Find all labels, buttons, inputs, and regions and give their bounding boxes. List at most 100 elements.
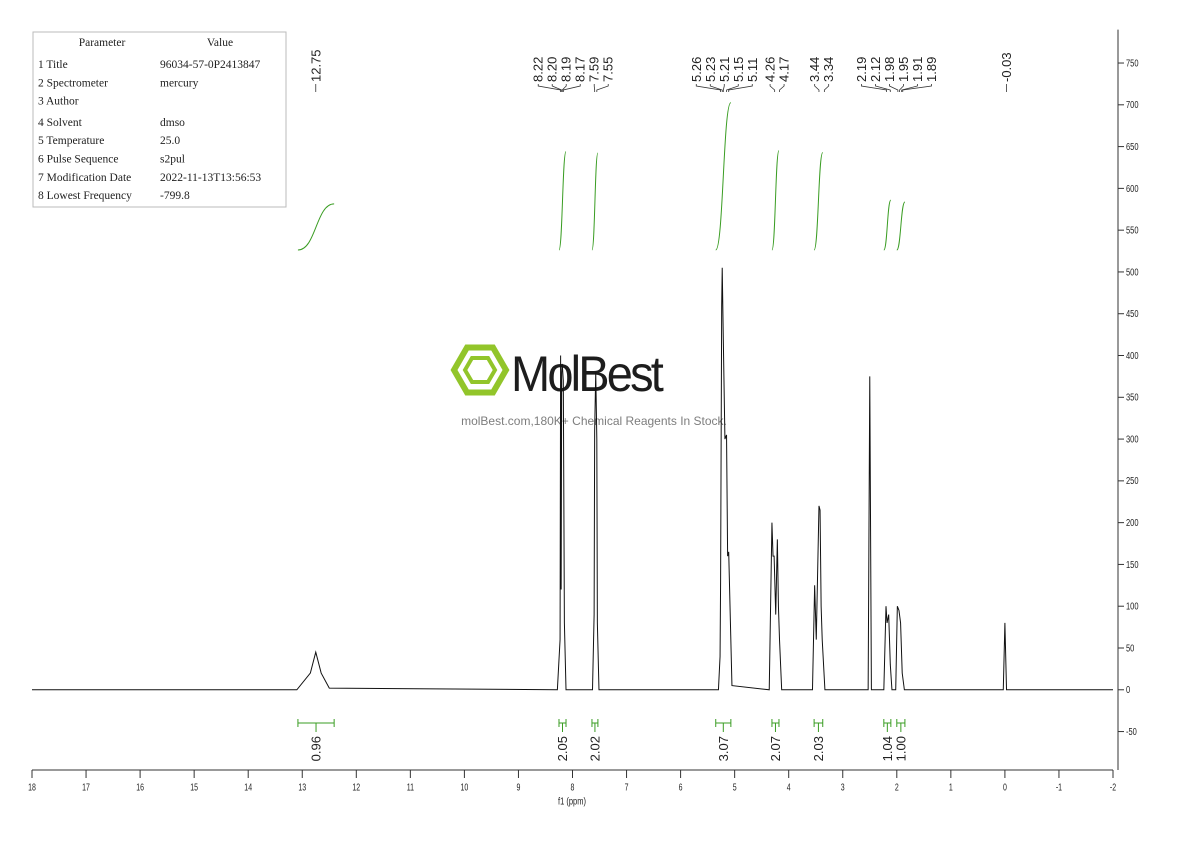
integral-curve [591,152,599,251]
x-tick-label: 14 [244,781,252,793]
peak-label: 3.44 [807,57,822,82]
logo-hexagon [450,344,510,396]
integral-label: 2.02 [587,736,602,761]
integral-label: 0.96 [309,736,324,761]
x-tick-label: 7 [625,781,629,793]
y-tick-label: 450 [1126,308,1139,319]
x-tick-label: 9 [517,781,521,793]
peak-label: 1.95 [896,57,911,82]
table-cell: 1 Title [38,59,68,71]
x-tick-label: 3 [841,781,845,793]
integral-bracket [297,719,335,732]
peak-leader [779,84,785,92]
peak-leader [722,84,725,92]
y-tick-label: 0 [1126,684,1130,695]
integral-curve [896,201,906,251]
table-cell: 2 Spectrometer [38,77,108,89]
peak-leader [728,84,753,92]
integral-curve [715,102,732,251]
peak-label: 7.55 [601,57,616,82]
y-tick-label: 100 [1126,601,1139,612]
x-tick-label: 13 [298,781,306,793]
peak-label: 4.26 [763,57,778,82]
table-cell: 5 Temperature [38,135,104,147]
peak-label: 4.17 [777,57,792,82]
peak-leader [861,84,887,92]
table-cell: s2pul [160,154,185,166]
integral-bracket [715,719,732,732]
x-tick-label: -1 [1056,781,1062,793]
x-tick-label: 5 [733,781,737,793]
peak-leader [902,84,932,92]
parameter-table: Parameter Value 1 Title 96034-57-0P2413847 2… [32,31,287,208]
y-tick-label: 350 [1126,392,1139,403]
table-cell: -799.8 [160,190,190,202]
table-cell: mercury [160,77,199,89]
x-tick-label: -2 [1110,781,1116,793]
watermark-brand: MolBest [511,346,664,402]
watermark-tagline: molBest.com,180K+ Chemical Reagents In S… [461,414,727,428]
peak-label: 5.21 [717,57,732,82]
logo-ring [462,356,498,384]
peak-label: 12.75 [308,49,323,82]
table-header: Parameter [79,37,126,49]
peak-leader [875,84,891,92]
watermark: MolBest molBest.com,180K+ Chemical Reage… [450,344,727,428]
table-cell: dmso [160,117,185,129]
table-cell: 96034-57-0P2413847 [160,59,261,71]
table-border [32,31,287,208]
integral-label: 2.07 [768,736,783,761]
peak-leader [709,84,723,92]
peak-label: 5.23 [703,57,718,82]
y-tick-label: 650 [1126,141,1139,152]
table-cell: 4 Solvent [38,117,83,129]
peak-label: 2.19 [854,57,869,82]
x-tick-label: 1 [949,781,953,793]
table-cell: 25.0 [160,135,180,147]
integral-curve [297,203,335,251]
table-cell: 6 Pulse Sequence [38,154,118,166]
integral-bracket [896,719,906,732]
spectrum-line [32,267,1113,691]
peak-leader [561,84,567,92]
x-tick-label: 12 [352,781,360,793]
integral-curve [771,150,780,251]
y-tick-label: 550 [1126,225,1139,236]
peak-label: 5.26 [689,57,704,82]
integral-bracket [771,719,780,732]
peak-label: 5.11 [745,58,760,82]
x-tick-label: 8 [571,781,575,793]
peak-leader [537,84,562,92]
y-tick-label: 750 [1126,57,1139,68]
x-axis-label: f1 (ppm) [558,795,586,806]
y-tick-label: 150 [1126,559,1139,570]
table-cell: 2022-11-13T13:56:53 [160,172,261,184]
y-tick-label: 500 [1126,266,1139,277]
x-tick-label: 4 [787,781,791,793]
peak-leader [596,84,609,92]
table-cell: 3 Author [38,96,79,108]
integral-label: 2.05 [555,736,570,761]
peak-label: -0.03 [999,52,1014,82]
integral-label: 3.07 [716,736,731,761]
peak-leader [814,84,820,92]
y-tick-label: 700 [1126,99,1139,110]
integral-label: 1.00 [893,736,908,761]
peak-label: 2.12 [868,57,883,82]
peak-label: 8.19 [559,57,574,82]
peak-leader [695,84,721,92]
y-tick-label: -50 [1126,726,1137,737]
integral-label: 1.04 [880,736,895,761]
x-tick-label: 18 [28,781,36,793]
x-tick-label: 10 [461,781,469,793]
peak-leader [823,84,830,92]
table-cell: 8 Lowest Frequency [38,190,132,202]
y-tick-label: 300 [1126,433,1139,444]
table-cell: 7 Modification Date [38,172,131,184]
peak-label: 1.89 [924,57,939,82]
x-tick-label: 17 [82,781,90,793]
peak-leader [899,84,904,92]
integral-bracket [591,719,599,732]
